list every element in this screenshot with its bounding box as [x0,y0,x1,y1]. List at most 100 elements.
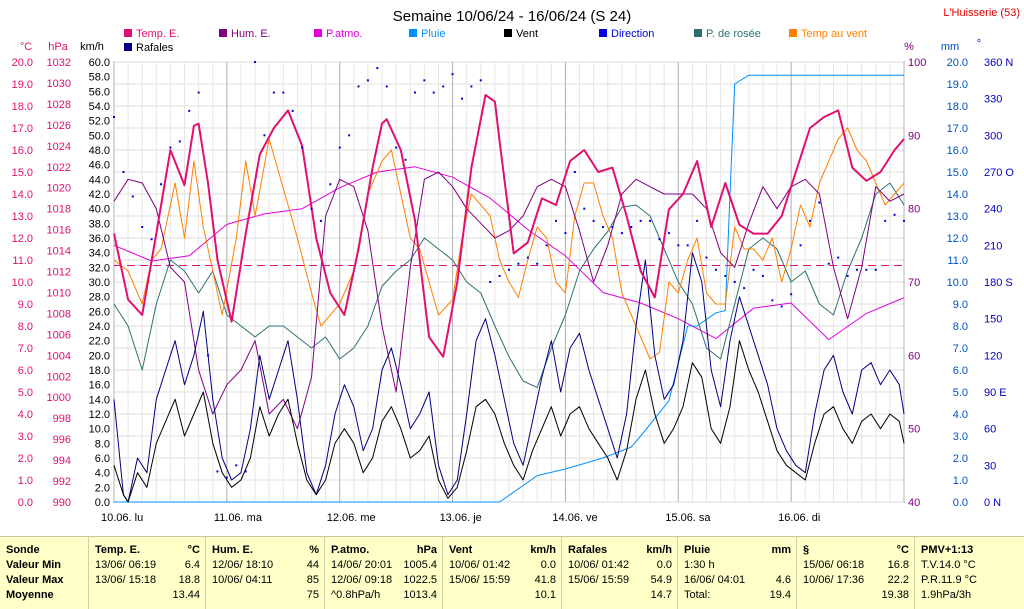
press-tick-label: 1006 [47,329,71,341]
footer-row: 1.9hPa/3h [915,588,1024,603]
x-tick-label: 11.06. ma [214,512,263,524]
footer-cell: 15/06/ 15:59 [449,574,511,586]
direction-point [282,91,285,94]
footer-row: 10/06/ 01:42 0.0 [443,558,562,573]
wind-tick-label: 52.0 [89,116,110,128]
temp-axis-unit: °C [20,41,32,53]
footer-value: km/h [646,544,672,556]
footer-row: T.V.14.0 °C [915,558,1024,573]
press-tick-label: 996 [53,434,71,446]
direction-point [884,219,887,222]
direction-point [131,195,134,198]
direction-point [583,207,586,210]
press-tick-label: 1022 [47,162,71,174]
press-tick-label: 1012 [47,267,71,279]
footer-cell: 10/06/ 01:42 [449,559,511,571]
press-tick-label: 1018 [47,204,71,216]
footer-value: 1013.4 [403,589,437,601]
footer-value: 85 [306,574,319,586]
wind-tick-label: 36.0 [89,233,110,245]
footer-row: Vent km/h [443,543,562,558]
direction-point [602,226,605,228]
station-name: L'Huisserie (53) [943,7,1020,19]
rain-tick-label: 17.0 [947,123,968,135]
footer-value: 10.1 [534,589,556,601]
direction-point [329,183,332,186]
direction-point [799,244,802,247]
footer-row: 14/06/ 20:01 1005.4 [325,558,443,573]
direction-point [733,281,736,283]
temp-tick-label: 11.0 [12,255,33,267]
rain-tick-label: 13.0 [947,211,968,223]
footer-row: 75 [206,588,325,603]
press-tick-label: 1000 [47,392,71,404]
temp-tick-label: 13.0 [12,211,33,223]
direction-point [564,232,567,235]
direction-point [526,256,529,259]
direction-point [310,207,313,210]
wind-tick-label: 32.0 [89,262,110,274]
direction-point [780,305,783,308]
legend-label: Direction [611,28,654,40]
x-tick-label: 15.06. sa [665,512,711,524]
wind-tick-label: 0.0 [95,497,110,509]
hum-tick-label: 90 [908,130,920,142]
footer-row: 15/06/ 15:59 41.8 [443,573,562,588]
direction-point [160,183,163,186]
footer-column: Hum. E.% 12/06/ 18:10 44 10/06/ 04:11 85 75 [205,537,325,609]
legend-label: P. de rosée [706,28,761,40]
dir-tick-label: 150 [984,314,1002,326]
direction-point [517,262,520,265]
direction-point [630,226,633,228]
dir-tick-label: 30 [984,460,996,472]
series-line-p-de-ros-e [113,182,905,389]
dir-tick-label: 240 [984,204,1002,216]
temp-tick-label: 8.0 [18,321,33,333]
temp-tick-label: 12.0 [12,233,33,245]
footer-column: Vent km/h 10/06/ 01:42 0.0 15/06/ 15:59 41.8 1… [442,537,562,609]
direction-point [743,287,746,290]
press-tick-label: 1002 [47,371,71,383]
direction-point [423,79,426,82]
dir-tick-label: 210 [984,240,1002,252]
direction-point [903,219,905,222]
wind-tick-label: 40.0 [89,204,110,216]
rain-tick-label: 9.0 [953,299,968,311]
temp-tick-label: 18.0 [12,101,33,113]
press-tick-label: 990 [53,497,71,509]
footer-cell: 10/06/ 17:36 [803,574,865,586]
footer-column: Rafales km/h 10/06/ 01:42 0.0 15/06/ 15:59 54… [561,537,678,609]
wind-tick-label: 60.0 [89,57,110,69]
legend-swatch [219,29,227,37]
footer-row: 10/06/ 04:11 85 [206,573,325,588]
footer-cell: § [803,544,810,556]
press-tick-label: 1032 [47,57,71,69]
footer-column: PMV+1:13 T.V.14.0 °C P.R.11.9 °C 1.9hPa/3h [914,537,1024,609]
temp-tick-label: 4.0 [18,409,33,421]
footer-cell: Temp. E. [95,544,141,556]
press-tick-label: 1016 [47,225,71,237]
footer-value: 13.44 [172,589,200,601]
direction-point [385,85,388,88]
rain-axis-unit: mm [941,41,959,53]
wind-tick-label: 50.0 [89,130,110,142]
direction-point [686,244,689,247]
dir-tick-label: 0 N [984,497,1001,509]
direction-point [714,268,717,271]
footer-row: Pluie mm [678,543,797,558]
rain-tick-label: 8.0 [953,321,968,333]
hum-tick-label: 60 [908,350,920,362]
footer-row: PMV+1:13 [915,543,1024,558]
rain-tick-label: 7.0 [953,343,968,355]
legend-label: Temp. E. [136,28,179,40]
direction-point [348,134,351,137]
wind-tick-label: 10.0 [89,424,110,436]
direction-point [498,274,501,277]
legend-label: Rafales [136,42,174,54]
legend-swatch [694,29,702,37]
hum-axis-unit: % [904,41,914,53]
footer-value: mm [771,544,791,556]
press-tick-label: 994 [53,455,71,467]
footer-row: 13/06/ 15:18 18.8 [89,573,206,588]
legend-label: Temp au vent [801,28,867,40]
